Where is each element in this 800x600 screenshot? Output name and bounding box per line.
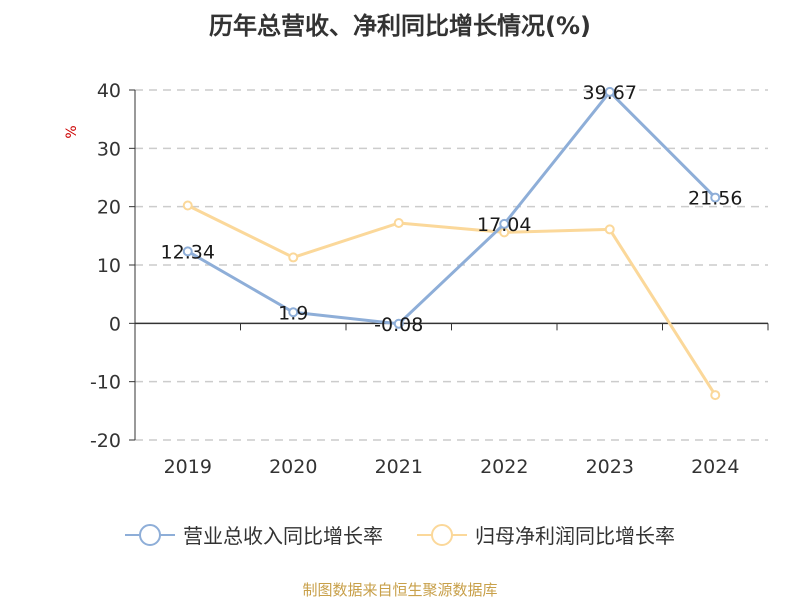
revenue-data-point (288, 307, 299, 318)
revenue-data-point (182, 246, 193, 257)
profit-growth-line (187, 204, 717, 396)
x-tick-label: 2023 (586, 456, 634, 478)
chart-title: 历年总营收、净利同比增长情况(%) (209, 12, 591, 40)
x-tick-label: 2024 (691, 456, 739, 478)
profit-data-point (393, 218, 404, 228)
legend-label-profit: 归母净利润同比增长率 (475, 524, 675, 548)
y-tick-label: 40 (97, 80, 121, 102)
revenue-data-point (393, 318, 404, 329)
legend-item-profit[interactable]: 归母净利润同比增长率 (417, 520, 675, 549)
revenue-data-label: 21.56 (688, 188, 742, 210)
x-tick-label: 2021 (375, 456, 423, 478)
y-tick-label: 30 (97, 138, 121, 160)
y-tick-label: 20 (97, 197, 121, 219)
legend-line-circle-icon (417, 523, 467, 546)
series-lines (182, 86, 721, 401)
revenue-data-label: -0.08 (374, 314, 423, 336)
profit-data-point (182, 200, 193, 211)
data-labels: 12.34 1.9 -0.08 17.04 39.67 21.56 (161, 82, 743, 336)
source-note: 制图数据来自恒生聚源数据库 (302, 581, 498, 599)
y-tick-label: 0 (109, 313, 121, 335)
revenue-data-label: 17.04 (477, 214, 531, 236)
y-tick-label: 10 (97, 255, 121, 277)
y-tick-label: -20 (90, 430, 121, 452)
profit-data-point (604, 224, 615, 235)
legend-label-revenue: 营业总收入同比增长率 (183, 524, 383, 548)
revenue-data-label: 1.9 (278, 302, 308, 324)
revenue-data-point (604, 86, 615, 97)
legend: 营业总收入同比增长率 归母净利润同比增长率 (0, 520, 800, 549)
x-tick-label: 2019 (164, 456, 212, 478)
legend-line-circle-icon (125, 523, 175, 546)
revenue-data-label: 12.34 (161, 241, 215, 263)
revenue-growth-line (187, 90, 717, 326)
profit-data-point (288, 252, 299, 263)
revenue-data-label: 39.67 (583, 82, 637, 104)
legend-item-revenue[interactable]: 营业总收入同比增长率 (125, 520, 383, 549)
y-axis-unit-label: % (64, 125, 80, 138)
x-tick-label: 2020 (269, 456, 317, 478)
axes: -20 -10 0 10 20 30 40% 2019 2020 2021 2022 2023 2024 (64, 80, 769, 478)
x-tick-label: 2022 (480, 456, 528, 478)
revenue-data-point (710, 192, 721, 203)
profit-data-point (710, 390, 721, 401)
y-tick-label: -10 (90, 372, 121, 394)
revenue-data-point (499, 218, 510, 229)
grid-lines (135, 89, 768, 441)
